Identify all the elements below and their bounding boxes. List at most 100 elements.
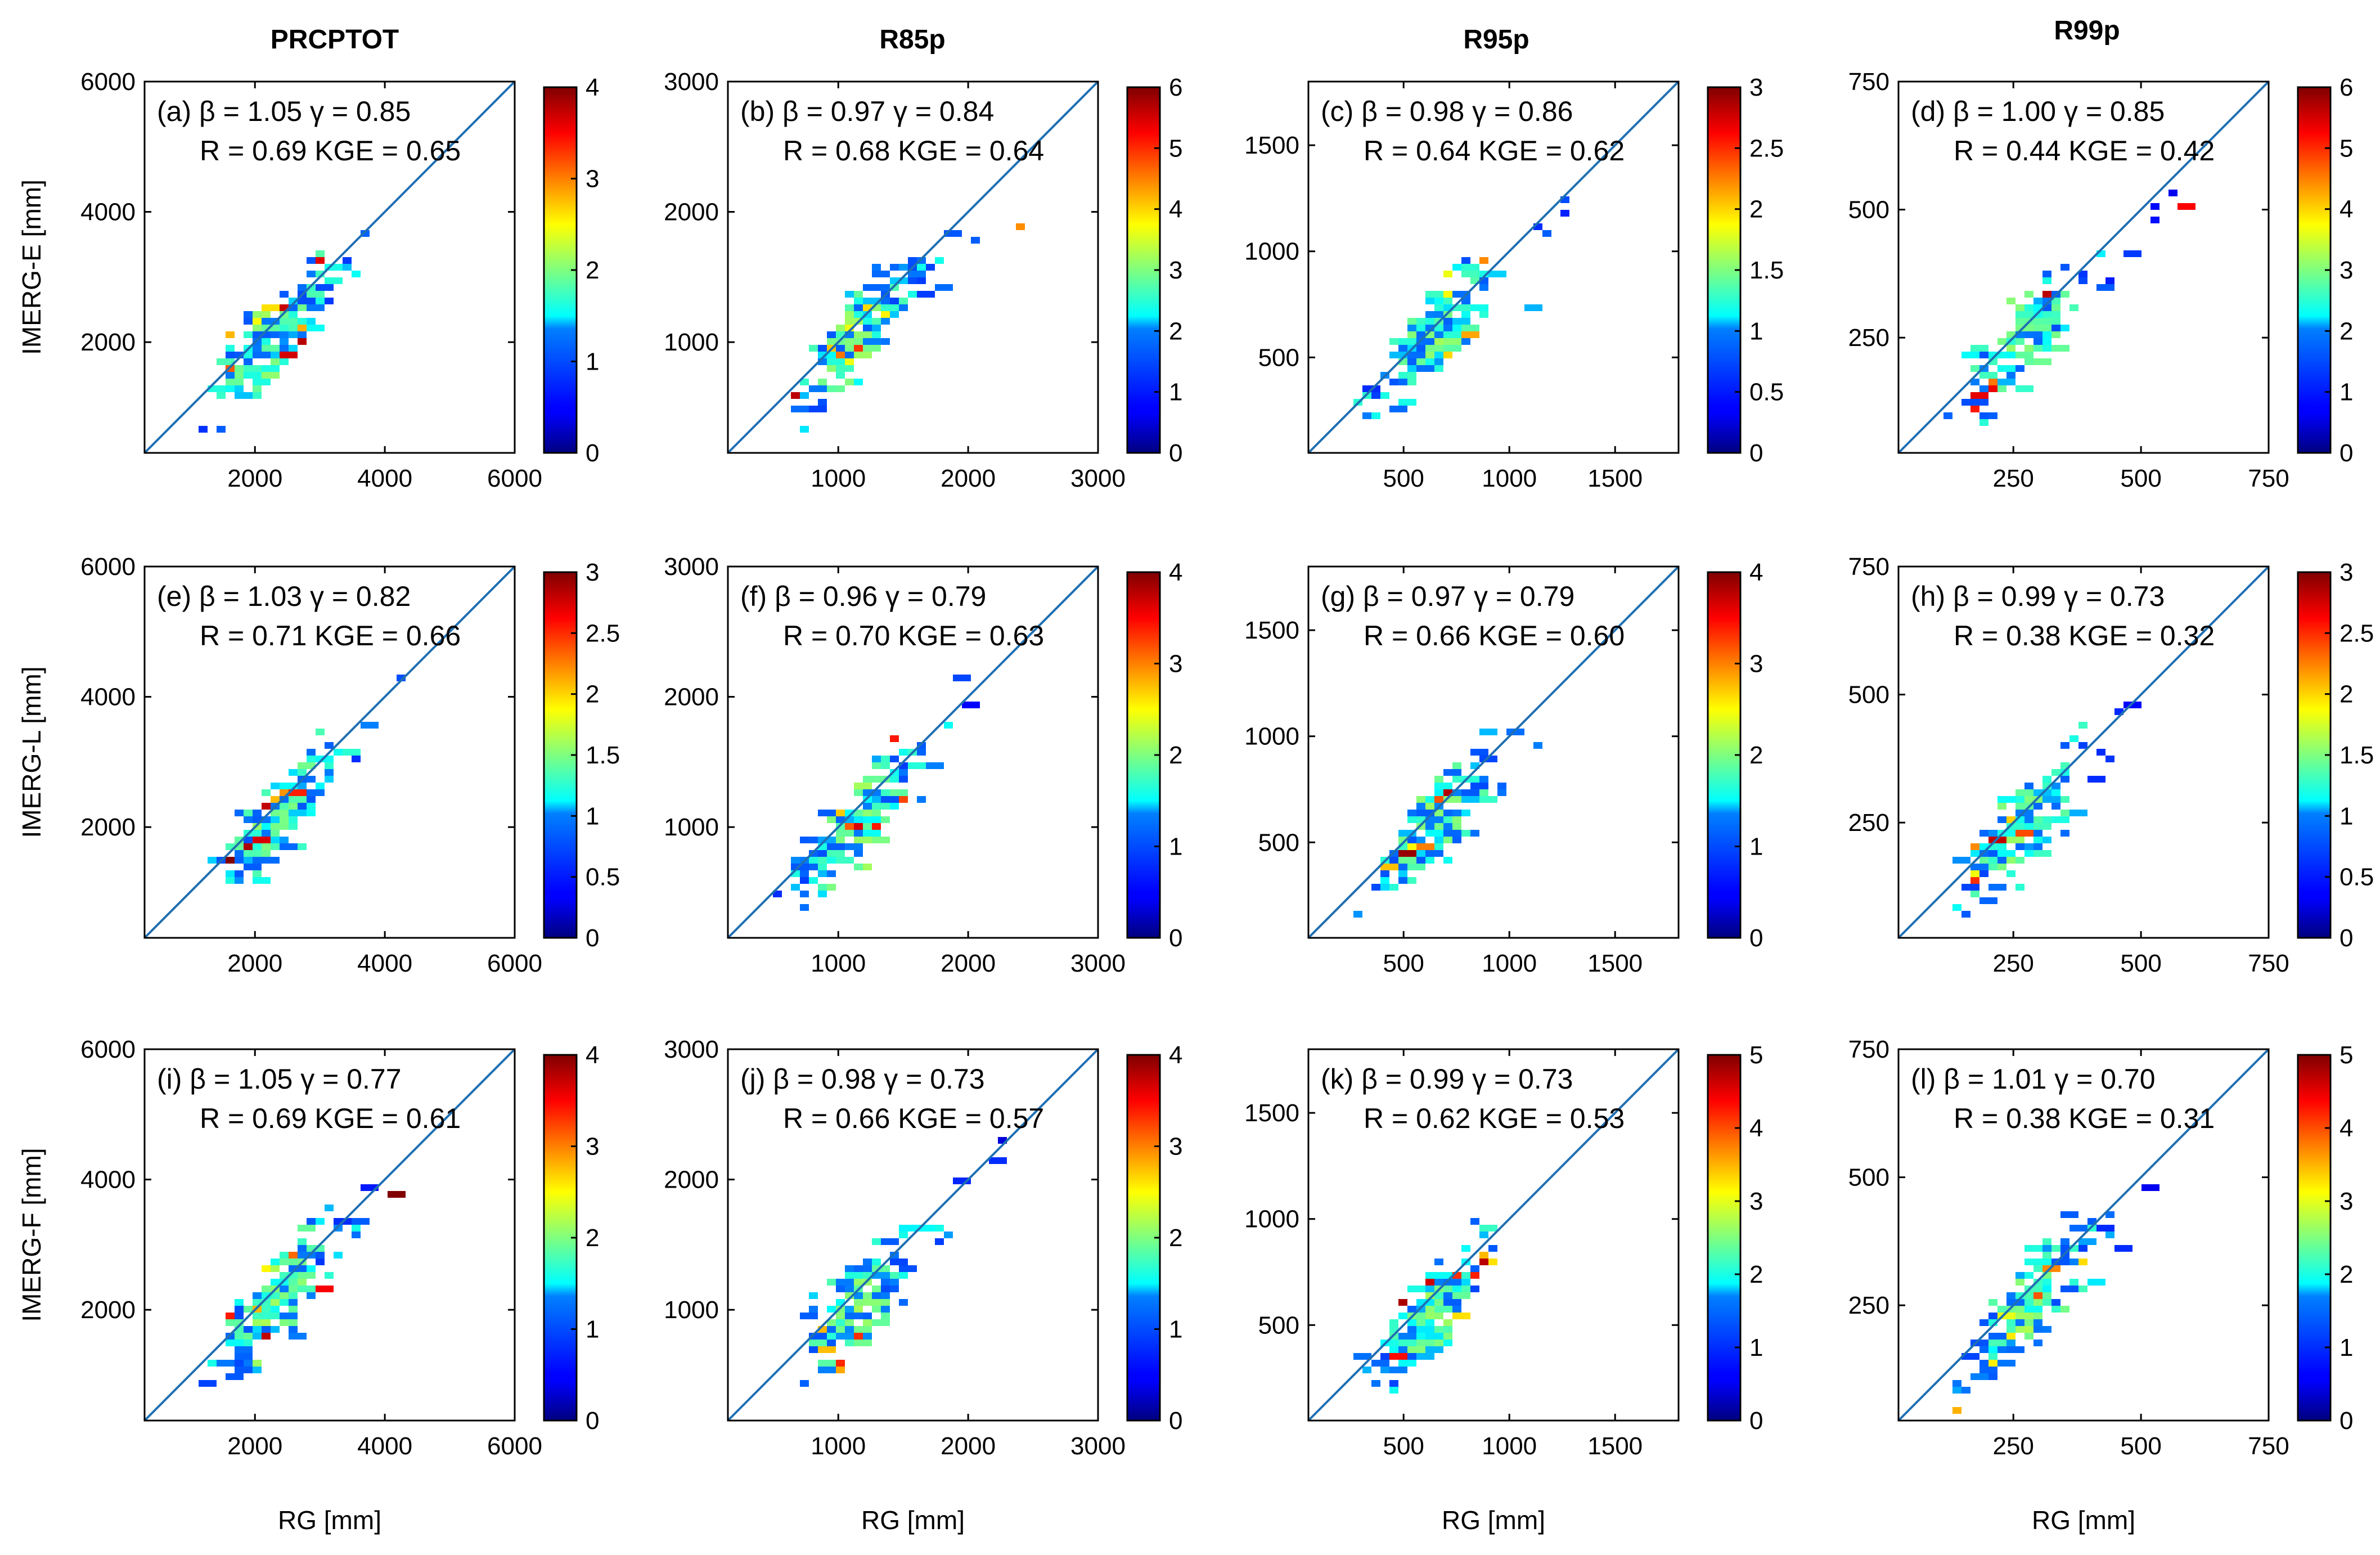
density-cell	[800, 379, 809, 385]
density-cell	[316, 250, 325, 257]
density-cell	[2033, 837, 2042, 843]
density-cell	[271, 1292, 280, 1299]
density-cell	[235, 1306, 244, 1313]
density-cell	[827, 365, 836, 372]
density-cell	[253, 837, 271, 843]
y-axis-label: IMERG-E [mm]	[17, 179, 46, 355]
density-cell	[1970, 379, 1979, 385]
stats-line-beta-gamma: (i) β = 1.05 γ = 0.77	[157, 1063, 402, 1095]
density-cell	[827, 358, 845, 365]
x-tick-label: 250	[1992, 1432, 2033, 1460]
density-cell	[1488, 1245, 1497, 1252]
density-cell	[1416, 837, 1425, 843]
density-cell	[881, 1313, 890, 1319]
density-cell	[863, 284, 881, 291]
density-cell	[307, 1265, 316, 1272]
density-cell	[1961, 884, 1970, 891]
colorbar-tick-label: 2.5	[1749, 134, 1784, 162]
density-cell	[1961, 1353, 1979, 1360]
density-cell	[226, 379, 244, 385]
density-cell	[1380, 870, 1389, 877]
density-cell	[1425, 352, 1434, 358]
density-cell	[1407, 864, 1425, 870]
density-cell	[809, 406, 827, 412]
colorbar-tick-label: 4	[586, 1041, 599, 1069]
density-cell	[199, 426, 208, 433]
density-cell	[854, 850, 863, 857]
density-cell	[253, 1292, 262, 1299]
density-cell	[235, 365, 244, 372]
density-cell	[1434, 776, 1443, 783]
density-cell	[361, 722, 379, 729]
density-cell	[1407, 1319, 1416, 1326]
density-cell	[917, 796, 926, 803]
density-cell	[1979, 1360, 1988, 1367]
density-cell	[836, 857, 854, 864]
density-cell	[1443, 1333, 1452, 1340]
density-cell	[2024, 1259, 2042, 1265]
density-cell	[809, 877, 818, 884]
colorbar-tick-label: 5	[1169, 134, 1182, 162]
colorbar-tick-label: 1	[2339, 379, 2353, 406]
density-cell	[244, 1340, 253, 1346]
density-cell	[2006, 870, 2015, 877]
density-cell	[253, 352, 271, 358]
colorbar-tick-label: 3	[2339, 257, 2353, 284]
column-title-r95p: R95p	[1463, 25, 1529, 55]
density-cell	[1988, 412, 1997, 419]
density-cell	[863, 816, 881, 823]
density-cell	[307, 803, 316, 810]
density-cell	[2042, 271, 2051, 277]
density-cell	[1952, 1387, 1961, 1394]
stats-line-r-kge: R = 0.44 KGE = 0.42	[1954, 135, 2215, 167]
one-to-one-line	[727, 1048, 1099, 1422]
stats-line-r-kge: R = 0.69 KGE = 0.65	[200, 135, 461, 167]
density-cell	[836, 810, 845, 816]
density-cell	[1452, 304, 1470, 311]
y-tick-label: 1000	[664, 1296, 719, 1324]
colorbar-tick-label: 0	[586, 924, 599, 952]
density-cell	[1416, 1353, 1434, 1360]
density-cell	[1425, 850, 1443, 857]
stats-line-beta-gamma: (b) β = 0.97 γ = 0.84	[740, 96, 994, 127]
density-cell	[307, 304, 325, 311]
density-cell	[935, 1238, 944, 1245]
density-cell	[253, 385, 262, 392]
density-cell	[388, 1191, 406, 1198]
density-cell	[2069, 735, 2078, 742]
density-cell	[2042, 331, 2051, 338]
density-cell	[935, 284, 953, 291]
density-cell	[1997, 857, 2006, 864]
density-cell	[1425, 823, 1434, 830]
density-cell	[818, 399, 827, 406]
density-cell	[899, 304, 908, 311]
density-cell	[872, 1306, 881, 1313]
density-cell	[244, 850, 262, 857]
density-cell	[1443, 331, 1461, 338]
density-cell	[872, 823, 881, 830]
density-cell	[298, 769, 307, 776]
stats-line-beta-gamma: (l) β = 1.01 γ = 0.70	[1911, 1063, 2156, 1095]
x-tick-label: 1500	[1587, 950, 1643, 977]
density-cell	[854, 783, 872, 789]
density-cell	[854, 843, 863, 850]
density-cell	[818, 810, 836, 816]
density-cell	[872, 756, 881, 762]
density-cell	[926, 264, 935, 271]
density-cell	[1461, 298, 1470, 304]
panel-k: 500 1000 1500 500 1000 1500 (k) β = 0.99 γ = 0…	[1244, 1041, 1763, 1535]
density-cell	[253, 1326, 262, 1333]
density-cell	[280, 843, 289, 850]
density-cell	[899, 1272, 908, 1279]
density-cell	[1997, 365, 2015, 372]
density-cell	[2024, 331, 2033, 338]
one-to-one-line	[1307, 1048, 1680, 1422]
density-cell	[1416, 1313, 1425, 1319]
density-cell	[854, 830, 863, 837]
density-cell	[262, 1313, 271, 1319]
density-cell	[1479, 776, 1488, 783]
x-tick-label: 500	[2120, 1432, 2161, 1460]
density-cell	[298, 325, 307, 331]
colorbar-tick-label: 1	[2339, 1334, 2353, 1361]
